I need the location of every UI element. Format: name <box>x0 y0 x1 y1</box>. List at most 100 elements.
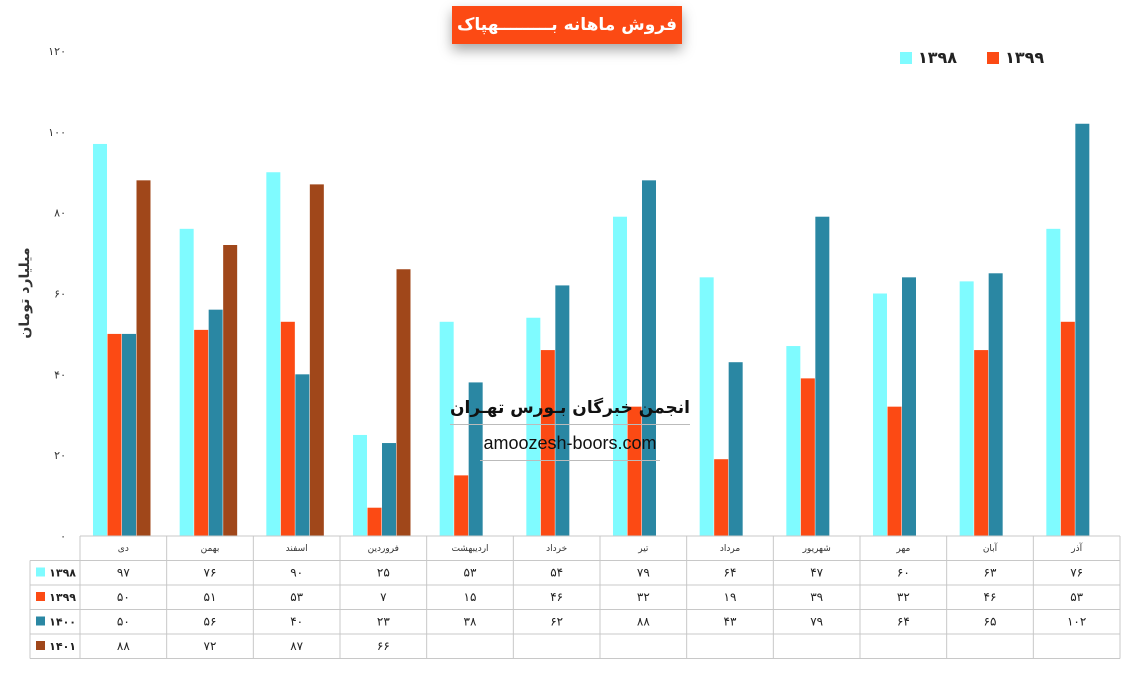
watermark-url: amoozesh-boors.com <box>483 433 657 453</box>
y-tick-label: ۰ <box>60 530 66 543</box>
bar-series-2-1 <box>208 309 223 536</box>
y-tick-label: ۴۰ <box>54 368 66 381</box>
data-label: ۵۶ <box>204 615 217 629</box>
watermark-title: انجمن خبرگان بـورس تهـران <box>450 398 690 418</box>
watermark-divider <box>450 424 690 425</box>
chart-legend: ۱۳۹۸ ۱۳۹۹ <box>900 48 1044 67</box>
bar-series-0-2 <box>266 172 281 536</box>
data-label: ۷۶ <box>204 566 217 580</box>
x-tick-label: مرداد <box>720 544 740 554</box>
y-tick-label: ۱۰۰ <box>48 126 66 139</box>
data-label: ۶۴ <box>724 566 737 580</box>
data-label: ۷۹ <box>637 566 650 580</box>
y-tick-label: ۱۲۰ <box>48 45 66 58</box>
data-label: ۳۹ <box>810 590 823 604</box>
bar-series-0-9 <box>873 293 887 536</box>
x-tick-label: بهمن <box>201 544 220 554</box>
bar-series-2-10 <box>988 273 1003 536</box>
bar-series-3-2 <box>309 184 324 536</box>
watermark-divider-bottom <box>480 460 660 461</box>
data-label: ۹۷ <box>117 566 130 580</box>
data-label: ۴۶ <box>984 590 997 604</box>
bar-series-2-8 <box>815 216 830 537</box>
bar-series-1-10 <box>974 350 989 536</box>
x-tick-label: شهریور <box>802 544 831 554</box>
data-label: ۶۲ <box>550 615 563 629</box>
table-legend-swatch <box>36 567 45 577</box>
bar-series-1-2 <box>280 321 295 536</box>
watermark: انجمن خبرگان بـورس تهـران amoozesh-boors… <box>450 398 690 461</box>
data-label: ۳۲ <box>637 590 650 604</box>
legend-swatch-1399 <box>987 51 1000 64</box>
bar-series-0-5 <box>526 317 541 536</box>
data-label: ۴۷ <box>810 566 823 580</box>
bar-series-2-7 <box>728 362 743 536</box>
bar-series-0-8 <box>786 346 801 536</box>
bar-series-0-4 <box>439 321 454 536</box>
bar-series-2-6 <box>642 180 656 537</box>
x-tick-label: مهر <box>895 544 910 554</box>
legend-label-1398: ۱۳۹۸ <box>918 48 958 67</box>
bar-series-0-1 <box>179 228 194 537</box>
x-tick-label: تیر <box>637 544 649 554</box>
bar-series-1-7 <box>714 459 729 536</box>
data-label: ۸۸ <box>117 639 130 653</box>
bar-series-1-8 <box>800 378 815 536</box>
bar-series-2-4 <box>468 382 483 536</box>
bar-series-1-9 <box>887 406 902 536</box>
table-series-name: ۱۴۰۱ <box>49 640 76 653</box>
data-label: ۶۳ <box>984 566 997 580</box>
data-label: ۵۱ <box>204 590 217 604</box>
table-series-name: ۱۴۰۰ <box>49 616 76 629</box>
data-label: ۶۶ <box>377 639 390 653</box>
data-label: ۴۰ <box>290 615 303 629</box>
legend-label-1399: ۱۳۹۹ <box>1005 48 1045 67</box>
bar-series-3-0 <box>136 180 151 537</box>
y-tick-label: ۲۰ <box>54 449 66 462</box>
chart-title: فروش ماهانه بـــــــــهپاک <box>452 6 682 44</box>
bar-series-1-5 <box>540 350 555 536</box>
data-label: ۶۵ <box>984 615 997 629</box>
x-tick-label: آبان <box>983 542 998 554</box>
x-tick-label: اردیبهشت <box>451 544 488 554</box>
bar-series-3-1 <box>223 245 238 536</box>
data-label: ۱۵ <box>464 590 477 604</box>
data-label: ۵۰ <box>117 590 130 604</box>
legend-item-1399: ۱۳۹۹ <box>987 48 1044 67</box>
table-legend-swatch <box>36 592 45 601</box>
data-label: ۴۶ <box>550 590 563 604</box>
x-tick-label: دی <box>118 544 129 554</box>
bar-series-2-3 <box>382 443 396 536</box>
data-label: ۲۳ <box>377 615 390 629</box>
x-tick-label: اسفند <box>286 544 308 554</box>
data-label: ۲۵ <box>377 566 390 580</box>
data-label: ۸۸ <box>637 615 650 629</box>
data-label: ۷ <box>380 590 387 604</box>
bar-series-2-5 <box>555 285 570 536</box>
bar-series-1-4 <box>454 475 469 536</box>
data-label: ۷۹ <box>810 615 823 629</box>
table-series-name: ۱۳۹۹ <box>49 591 76 604</box>
bar-series-0-11 <box>1046 228 1061 537</box>
bar-series-2-11 <box>1075 123 1090 536</box>
table-series-name: ۱۳۹۸ <box>49 567 76 580</box>
bar-series-0-6 <box>613 216 627 537</box>
bar-series-0-3 <box>353 434 367 536</box>
bar-series-1-11 <box>1060 321 1075 536</box>
bar-series-1-6 <box>627 406 642 536</box>
data-label: ۸۷ <box>290 639 303 653</box>
x-tick-label: خرداد <box>546 544 567 554</box>
data-label: ۷۶ <box>1070 566 1083 580</box>
data-label: ۵۳ <box>290 590 303 604</box>
bar-series-0-7 <box>699 277 714 536</box>
y-axis-label: میلیارد تومان <box>17 247 33 339</box>
data-label: ۱۰۲ <box>1067 615 1086 629</box>
bar-series-0-10 <box>959 281 974 536</box>
x-tick-label: آذر <box>1070 542 1082 554</box>
bar-series-3-3 <box>396 269 411 536</box>
bar-series-2-2 <box>295 374 310 536</box>
data-label: ۱۹ <box>724 590 737 604</box>
y-tick-label: ۶۰ <box>54 288 66 301</box>
